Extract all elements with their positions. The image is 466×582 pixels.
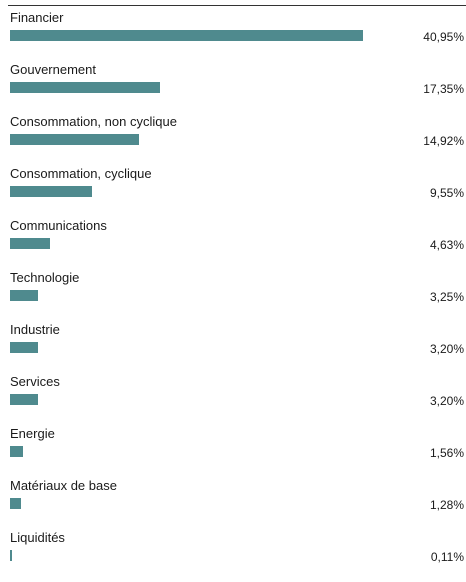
bar-row: Consommation, non cyclique 14,92% bbox=[0, 114, 466, 166]
value-label: 3,20% bbox=[429, 394, 464, 408]
bar bbox=[10, 186, 93, 197]
category-label: Consommation, non cyclique bbox=[10, 114, 177, 129]
category-label: Consommation, cyclique bbox=[10, 166, 152, 181]
category-label: Services bbox=[10, 374, 60, 389]
bar bbox=[10, 342, 38, 353]
bar bbox=[10, 238, 50, 249]
bar-row: Gouvernement 17,35% bbox=[0, 62, 466, 114]
value-label: 0,11% bbox=[430, 550, 464, 564]
value-label: 3,20% bbox=[429, 342, 464, 356]
value-label: 17,35% bbox=[423, 82, 464, 96]
bar-row: Financier 40,95% bbox=[0, 10, 466, 62]
bar-row: Liquidités 0,11% bbox=[0, 530, 466, 582]
bar bbox=[10, 446, 24, 457]
category-label: Matériaux de base bbox=[10, 478, 117, 493]
bar-row: Energie 1,56% bbox=[0, 426, 466, 478]
bar-row: Communications 4,63% bbox=[0, 218, 466, 270]
value-label: 1,56% bbox=[429, 446, 464, 460]
value-label: 40,95% bbox=[423, 30, 464, 44]
value-label: 3,25% bbox=[429, 290, 464, 304]
category-label: Technologie bbox=[10, 270, 80, 285]
value-label: 14,92% bbox=[423, 134, 464, 148]
category-label: Gouvernement bbox=[10, 62, 96, 77]
category-label: Liquidités bbox=[10, 530, 65, 545]
bar bbox=[10, 30, 363, 41]
bar-row: Matériaux de base 1,28% bbox=[0, 478, 466, 530]
value-label: 4,63% bbox=[429, 238, 464, 252]
bar bbox=[10, 550, 12, 561]
top-divider bbox=[8, 5, 466, 6]
bar bbox=[10, 498, 21, 509]
bar-row: Services 3,20% bbox=[0, 374, 466, 426]
category-label: Communications bbox=[10, 218, 107, 233]
bar-row: Consommation, cyclique 9,55% bbox=[0, 166, 466, 218]
bar bbox=[10, 290, 38, 301]
value-label: 9,55% bbox=[429, 186, 464, 200]
value-label: 1,28% bbox=[429, 498, 464, 512]
category-label: Industrie bbox=[10, 322, 60, 337]
category-label: Financier bbox=[10, 10, 64, 25]
bar bbox=[10, 394, 38, 405]
bar bbox=[10, 82, 160, 93]
sector-allocation-chart: Financier 40,95% Gouvernement 17,35% Consomm… bbox=[0, 10, 466, 564]
bar-row: Technologie 3,25% bbox=[0, 270, 466, 322]
category-label: Energie bbox=[10, 426, 55, 441]
bar bbox=[10, 134, 139, 145]
bar-row: Industrie 3,20% bbox=[0, 322, 466, 374]
